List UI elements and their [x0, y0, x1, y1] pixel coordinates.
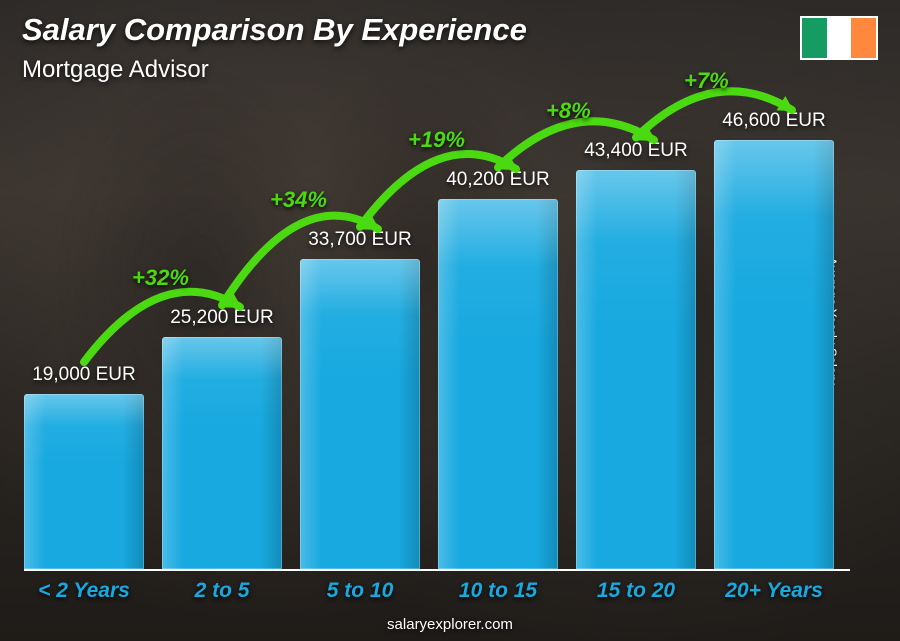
- bar: 33,700 EUR: [300, 259, 420, 569]
- bar: 19,000 EUR: [24, 394, 144, 569]
- ireland-flag-icon: [800, 16, 878, 60]
- bar-value-label: 25,200 EUR: [170, 307, 274, 329]
- chart-subtitle: Mortgage Advisor: [22, 56, 209, 84]
- bar-category-label: 2 to 5: [195, 579, 250, 603]
- bar-value-label: 40,200 EUR: [446, 169, 550, 191]
- bar-value-label: 46,600 EUR: [722, 110, 826, 132]
- chart-title: Salary Comparison By Experience: [22, 12, 527, 48]
- bar-category-label: 15 to 20: [597, 579, 675, 603]
- flag-stripe-orange: [851, 18, 876, 58]
- bar: 46,600 EUR: [714, 140, 834, 569]
- bar: 25,200 EUR: [162, 337, 282, 569]
- flag-stripe-green: [802, 18, 827, 58]
- increase-label: +8%: [546, 98, 591, 124]
- bar-value-label: 19,000 EUR: [32, 364, 136, 386]
- bar: 40,200 EUR: [438, 199, 558, 569]
- increase-label: +19%: [408, 127, 465, 153]
- bar-chart: 19,000 EUR< 2 Years25,200 EUR2 to 533,70…: [24, 109, 850, 569]
- bar-category-label: < 2 Years: [38, 579, 130, 603]
- bar-category-label: 5 to 10: [327, 579, 394, 603]
- bar: 43,400 EUR: [576, 170, 696, 569]
- footer-attribution: salaryexplorer.com: [0, 616, 900, 633]
- flag-stripe-white: [827, 18, 852, 58]
- bar-category-label: 10 to 15: [459, 579, 537, 603]
- increase-label: +34%: [270, 187, 327, 213]
- chart-canvas: Salary Comparison By Experience Mortgage…: [0, 0, 900, 641]
- bar-value-label: 43,400 EUR: [584, 140, 688, 162]
- bar-value-label: 33,700 EUR: [308, 229, 412, 251]
- bar-category-label: 20+ Years: [725, 579, 823, 603]
- increase-label: +32%: [132, 265, 189, 291]
- x-axis-line: [24, 569, 850, 571]
- increase-label: +7%: [684, 68, 729, 94]
